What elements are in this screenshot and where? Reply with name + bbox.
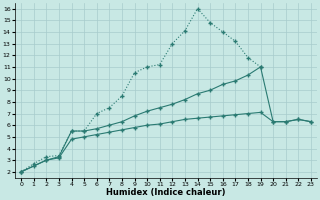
X-axis label: Humidex (Indice chaleur): Humidex (Indice chaleur) <box>106 188 226 197</box>
